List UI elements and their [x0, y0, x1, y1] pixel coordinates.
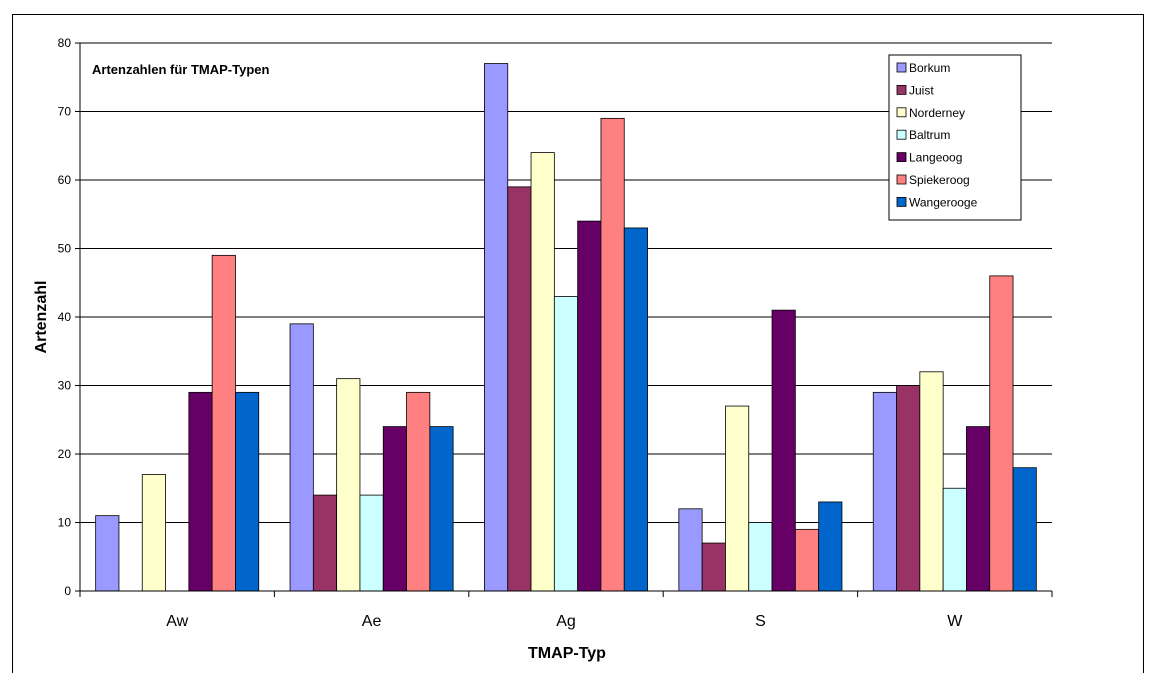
bar	[600, 117, 625, 592]
bar	[359, 494, 384, 592]
legend-swatch	[896, 85, 907, 95]
bar	[818, 501, 843, 592]
bar	[553, 296, 579, 592]
y-axis-title: Artenzahl	[33, 281, 50, 354]
bars	[95, 63, 1037, 592]
bar	[701, 542, 726, 592]
legend-label: Norderney	[909, 106, 965, 120]
x-tick-label: W	[947, 613, 963, 630]
y-tick-label: 40	[58, 310, 72, 324]
y-tick-label: 30	[58, 379, 72, 393]
y-tick-label: 0	[64, 584, 71, 598]
y-tick-label: 50	[58, 242, 72, 256]
bar	[577, 220, 602, 592]
bar	[484, 63, 509, 592]
bar	[623, 227, 648, 592]
bar	[530, 152, 555, 592]
bar	[942, 487, 967, 592]
y-axis-ticks: 0 10 20 30 40 50 60 70 80	[58, 36, 80, 598]
bar	[95, 515, 120, 592]
bar	[507, 186, 532, 592]
bar	[872, 391, 897, 592]
legend-label: Langeoog	[909, 151, 962, 165]
y-tick-label: 10	[58, 516, 72, 530]
bar	[141, 474, 166, 592]
bar	[794, 528, 820, 592]
bar	[211, 254, 236, 592]
chart-title: Artenzahlen für TMAP-Typen	[92, 62, 269, 77]
x-tick-label: Ag	[556, 613, 576, 630]
legend-box	[888, 54, 1022, 221]
bar	[725, 405, 750, 592]
legend-swatch	[896, 62, 907, 73]
bar	[429, 426, 454, 592]
x-tick-label: Ae	[362, 613, 382, 630]
legend-label: Baltrum	[909, 128, 950, 142]
x-axis-ticks: Aw Ae Ag S W	[79, 591, 1053, 630]
legend-swatch	[896, 129, 907, 140]
legend-swatch	[896, 174, 907, 185]
bar	[289, 323, 314, 592]
bar	[406, 391, 431, 592]
bar	[235, 391, 260, 592]
bar	[336, 378, 361, 592]
legend-swatch	[896, 196, 907, 207]
x-tick-label: S	[755, 613, 766, 630]
bar	[989, 275, 1014, 592]
bar	[312, 494, 338, 592]
legend: Borkum Juist Norderney Baltrum Langeoog Spiek…	[888, 54, 1022, 221]
legend-label: Borkum	[909, 61, 950, 75]
bar	[919, 371, 944, 592]
bar	[678, 508, 703, 592]
bar	[188, 391, 213, 592]
bar	[896, 385, 921, 592]
y-tick-label: 80	[58, 36, 72, 50]
bar	[1012, 467, 1037, 592]
x-tick-label: Aw	[166, 613, 188, 630]
chart-frame	[12, 14, 1144, 673]
legend-swatch	[896, 152, 907, 163]
bar	[966, 426, 991, 592]
bar	[748, 522, 773, 592]
bar	[771, 309, 796, 592]
y-tick-label: 70	[58, 105, 72, 119]
legend-label: Juist	[909, 83, 934, 97]
legend-label: Wangerooge	[909, 195, 978, 209]
legend-label: Spiekeroog	[909, 173, 970, 187]
bar	[382, 426, 407, 592]
x-axis-title: TMAP-Typ	[528, 645, 606, 662]
y-tick-label: 60	[58, 173, 72, 187]
axes	[79, 43, 1052, 592]
legend-swatch	[896, 107, 907, 118]
y-tick-label: 20	[58, 447, 72, 461]
